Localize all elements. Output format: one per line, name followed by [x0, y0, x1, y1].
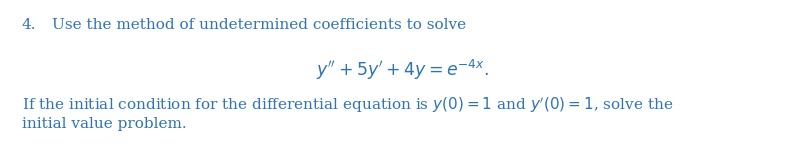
Text: If the initial condition for the differential equation is $y(0) = 1$ and $y'(0) : If the initial condition for the differe… — [22, 95, 673, 115]
Text: Use the method of undetermined coefficients to solve: Use the method of undetermined coefficie… — [52, 18, 466, 32]
Text: 4.: 4. — [22, 18, 36, 32]
Text: $y'' + 5y' + 4y = e^{-4x}.$: $y'' + 5y' + 4y = e^{-4x}.$ — [316, 58, 487, 82]
Text: initial value problem.: initial value problem. — [22, 117, 186, 131]
